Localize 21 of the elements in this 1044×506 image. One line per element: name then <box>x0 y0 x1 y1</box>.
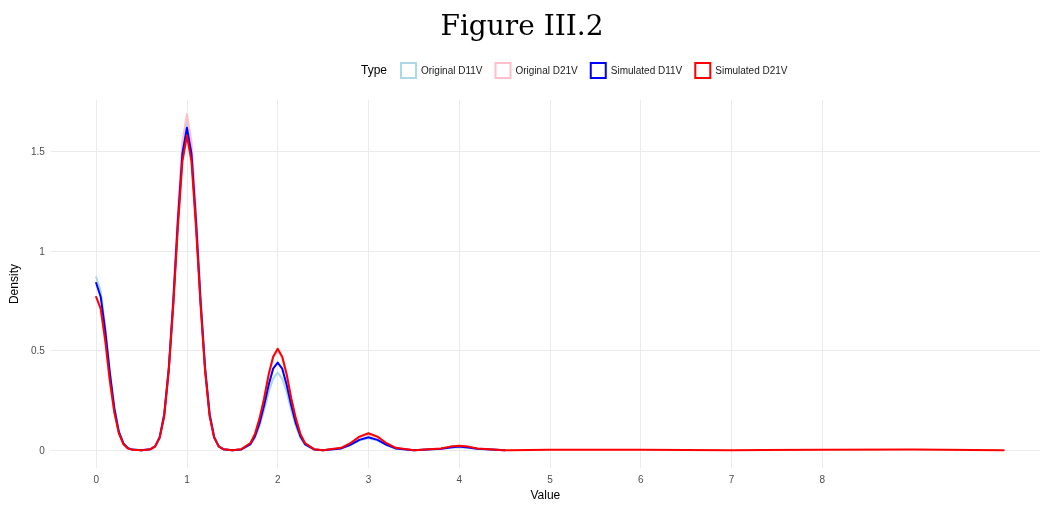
x-tick-label: 3 <box>365 473 372 485</box>
x-tick-label: 7 <box>728 473 735 485</box>
x-tick-label: 0 <box>93 473 100 485</box>
legend-label: Simulated D11V <box>610 65 683 76</box>
y-tick-label: 0 <box>39 444 46 456</box>
y-axis-title: Density <box>7 264 21 305</box>
x-axis-title: Value <box>530 488 561 502</box>
x-tick-label: 6 <box>637 473 644 485</box>
x-tick-label: 1 <box>184 473 191 485</box>
legend-label: Original D11V <box>421 65 483 76</box>
chart-title: Figure III.2 <box>440 8 604 42</box>
legend-label: Original D21V <box>515 65 579 76</box>
x-tick-label: 8 <box>819 473 826 485</box>
legend-label: Simulated D21V <box>715 65 788 76</box>
y-tick-label: 1.5 <box>30 146 46 158</box>
y-tick-label: 0.5 <box>30 345 46 357</box>
x-tick-label: 2 <box>274 473 281 485</box>
x-tick-label: 5 <box>547 473 554 485</box>
x-tick-label: 4 <box>456 473 463 485</box>
y-tick-label: 1 <box>39 245 46 257</box>
legend-title: Type <box>361 63 388 77</box>
